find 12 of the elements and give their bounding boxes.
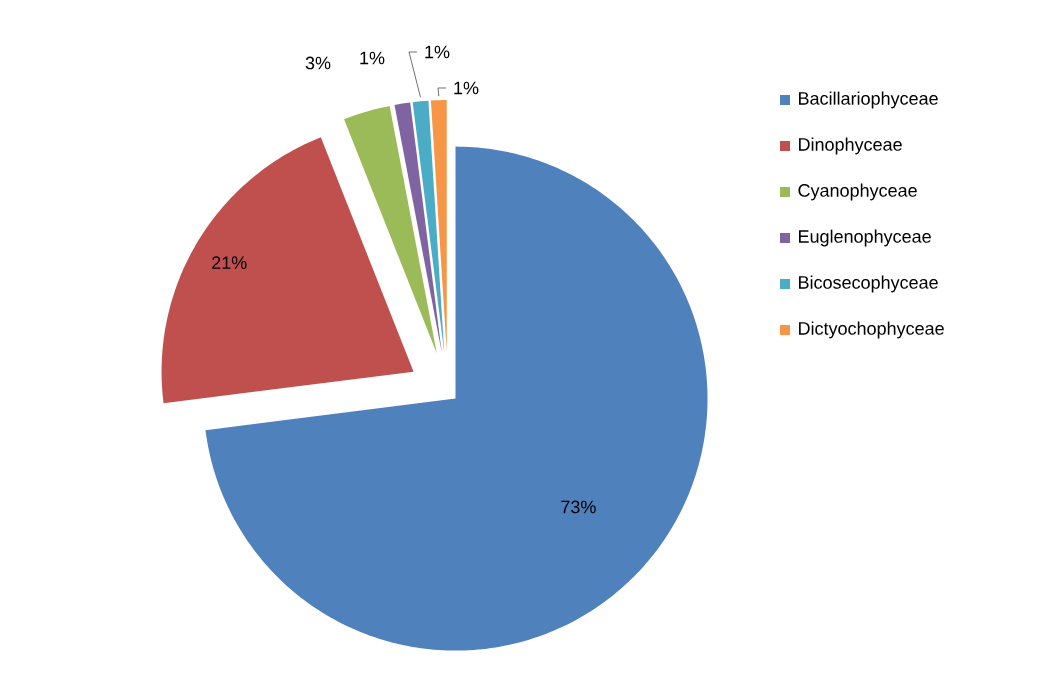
data-label: 1%	[360, 51, 385, 65]
legend-label: Bicosecophyceae	[799, 275, 938, 293]
data-label: 73%	[561, 500, 596, 514]
data-label: 1%	[425, 45, 450, 59]
data-label: 21%	[212, 256, 247, 269]
data-label: 3%	[305, 56, 331, 70]
legend-label: Cyanophyceae	[798, 183, 917, 201]
legend-label: Euglenophyceae	[799, 229, 931, 247]
legend-label: Bacillariophyceae	[799, 91, 938, 109]
data-label: 1%	[454, 81, 479, 95]
legend-label: Dictyochophyceae	[799, 321, 944, 339]
legend-label: Dinophyceae	[799, 137, 902, 155]
